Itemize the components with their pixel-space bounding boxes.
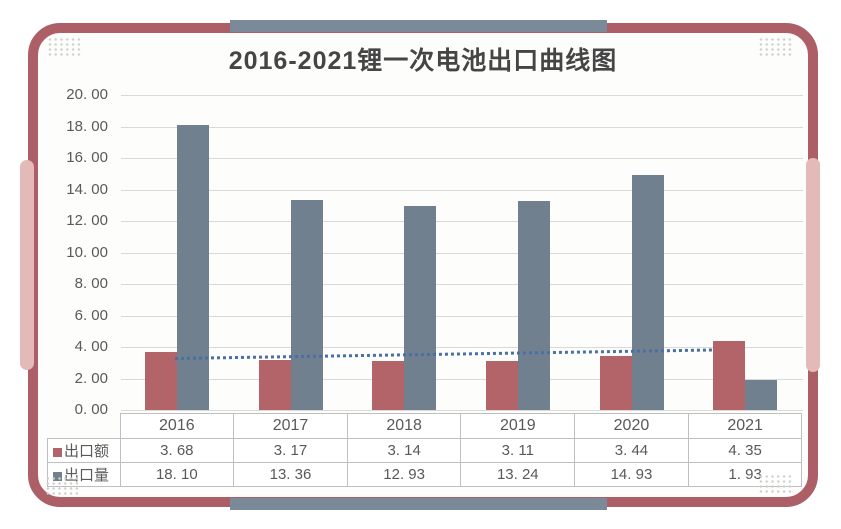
year-header-cell: 2018 — [346, 413, 462, 439]
corner-dots-top-right-icon — [758, 37, 792, 57]
accent-bar-bottom — [230, 498, 607, 510]
accent-bar-right — [806, 158, 820, 372]
year-header-cell: 2019 — [460, 413, 576, 439]
corner-dots-bottom-left-icon — [45, 476, 79, 496]
y-tick-label: 14. 00 — [66, 180, 108, 198]
value-cell: 12. 93 — [346, 462, 462, 487]
y-tick-label: 16. 00 — [66, 149, 108, 166]
gridline — [121, 95, 803, 96]
gridline — [121, 410, 803, 411]
year-header-cell: 2017 — [233, 413, 348, 439]
gridline — [121, 378, 803, 380]
legend-square-icon — [53, 448, 62, 457]
value-cell: 3. 68 — [119, 438, 235, 463]
series-name: 出口额 — [64, 443, 110, 460]
y-tick-label: 20. 00 — [66, 86, 108, 103]
value-cell: 3. 11 — [460, 438, 576, 463]
accent-bar-top — [230, 20, 607, 32]
gridline — [121, 315, 803, 317]
gridline — [121, 158, 803, 159]
value-cell: 13. 36 — [233, 462, 348, 487]
value-bar-2020 — [599, 355, 632, 410]
value-cell: 3. 14 — [346, 438, 462, 463]
value-bar-2018 — [372, 360, 405, 410]
table-corner-blank — [48, 414, 121, 439]
gridline — [121, 221, 803, 222]
gridline — [121, 126, 803, 128]
value-cell: 13. 24 — [460, 462, 576, 487]
volume-bar-2020 — [631, 174, 664, 410]
volume-bar-2019 — [517, 201, 550, 410]
data-table: 2016 2017 2018 2019 2020 2021 出口额 3. 68 3. 17 3. … — [47, 413, 803, 487]
table-row: 出口额 3. 68 3. 17 3. 14 3. 11 3. 44 4. 35 — [47, 438, 803, 463]
value-bar-2021 — [713, 341, 746, 410]
series-label-cell: 出口额 — [47, 438, 121, 463]
volume-bar-2021 — [745, 379, 778, 410]
value-cell: 14. 93 — [574, 462, 689, 487]
y-tick-label: 6. 00 — [74, 306, 108, 324]
y-tick-label: 0. 00 — [74, 401, 108, 418]
y-tick-label: 12. 00 — [66, 212, 108, 229]
year-header-cell: 2016 — [119, 413, 235, 439]
year-header-cell: 2020 — [574, 413, 689, 439]
accent-bar-left — [20, 160, 34, 370]
y-tick-label: 4. 00 — [74, 338, 108, 355]
table-row: 出口量 18. 10 13. 36 12. 93 13. 24 14. 93 1. 93 — [47, 462, 803, 487]
value-cell: 4. 35 — [687, 438, 803, 463]
y-tick-label: 2. 00 — [74, 369, 108, 387]
volume-bar-2017 — [290, 199, 323, 410]
corner-dots-bottom-right-icon — [758, 474, 792, 494]
value-cell: 3. 44 — [574, 438, 689, 463]
value-cell: 3. 17 — [233, 438, 348, 463]
value-cell: 18. 10 — [119, 462, 235, 487]
corner-dots-top-left-icon — [47, 37, 81, 57]
y-tick-label: 10. 00 — [66, 243, 108, 261]
gridline — [121, 284, 803, 285]
volume-bar-2016 — [176, 124, 209, 410]
y-tick-label: 18. 00 — [66, 117, 108, 135]
value-bar-2016 — [144, 352, 177, 410]
year-header-cell: 2021 — [687, 413, 803, 439]
gridline — [121, 252, 803, 254]
gridline — [121, 347, 803, 348]
gridline — [121, 189, 803, 191]
volume-bar-2018 — [404, 206, 437, 410]
value-bar-2017 — [258, 360, 291, 410]
chart-title: 2016-2021锂一次电池出口曲线图 — [228, 47, 618, 75]
value-bar-2019 — [485, 361, 518, 410]
y-tick-label: 8. 00 — [74, 275, 108, 292]
